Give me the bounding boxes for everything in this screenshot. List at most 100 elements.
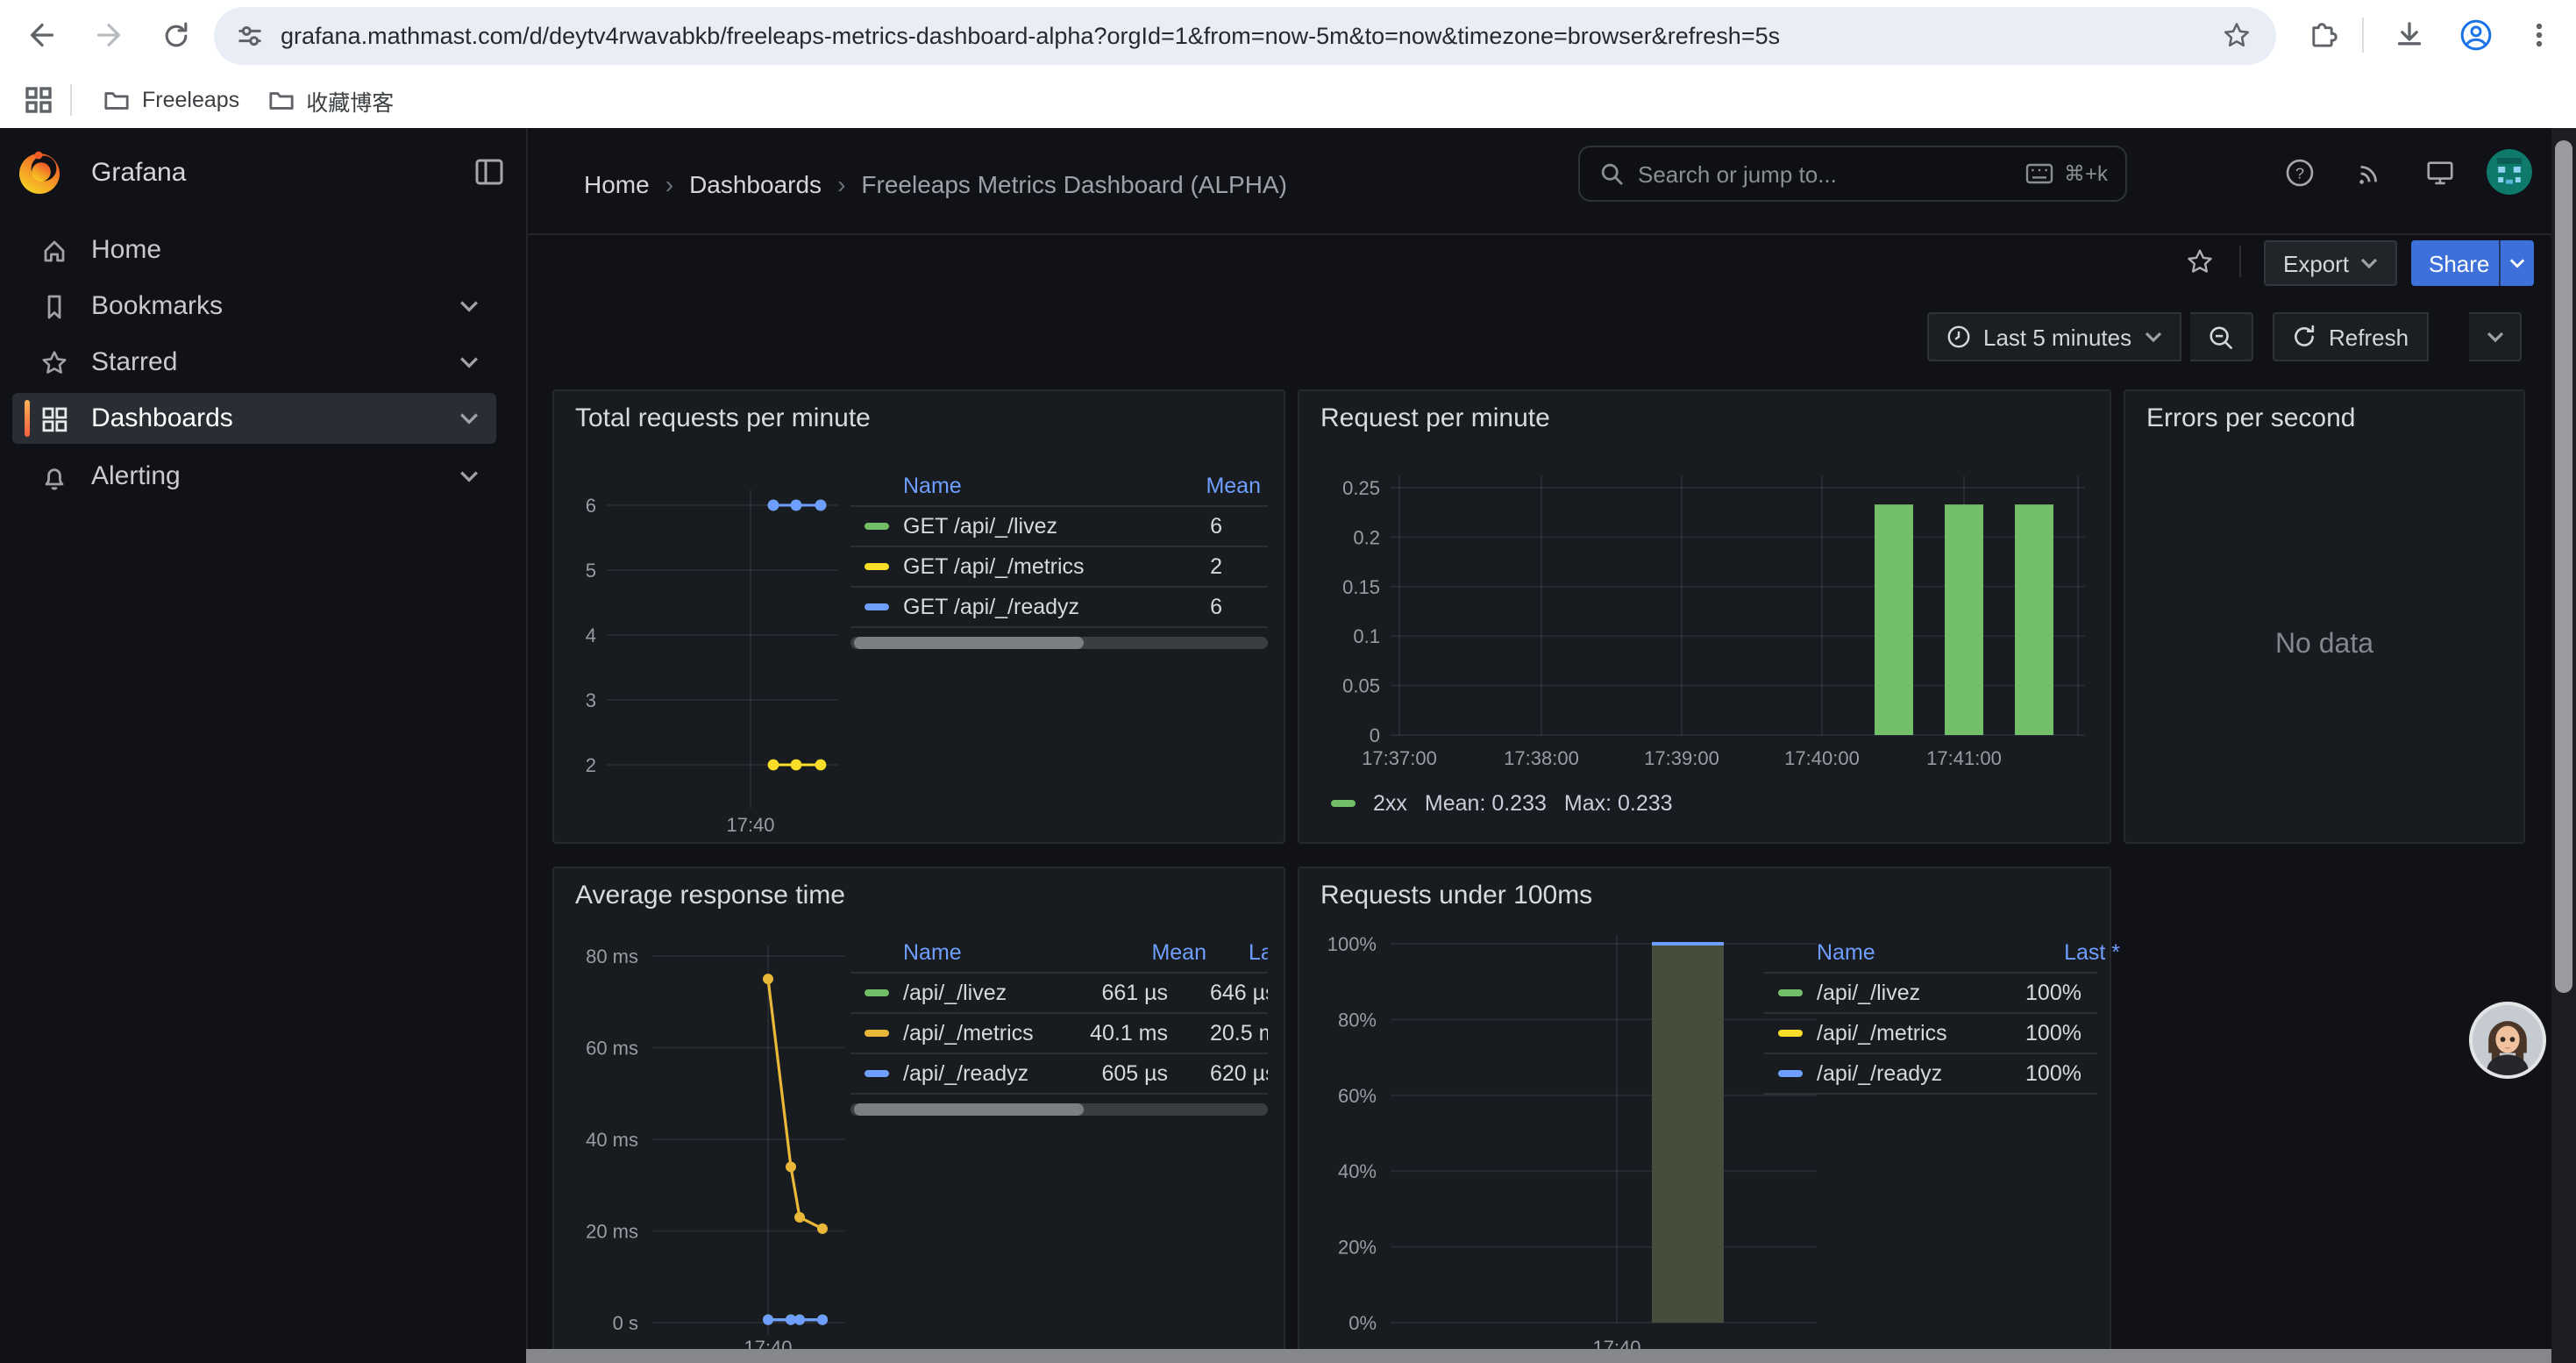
downloads-button[interactable] — [2385, 11, 2434, 60]
legend-scrollbar[interactable] — [850, 1103, 1268, 1116]
bookmark-star-icon[interactable] — [2222, 21, 2252, 51]
browser-menu-button[interactable] — [2515, 11, 2564, 60]
bookmark-folder-blog[interactable]: 收藏博客 — [253, 76, 408, 124]
legend-series-name[interactable]: 2xx — [1373, 791, 1407, 816]
sidebar-item-starred[interactable]: Starred — [12, 337, 496, 388]
legend-col-header[interactable]: Name — [1778, 939, 2010, 964]
legend-row[interactable]: /api/_/metrics100% — [1764, 1012, 2097, 1053]
apps-grid-icon[interactable] — [25, 86, 53, 114]
legend-series-name[interactable]: /api/_/livez — [865, 981, 1071, 1005]
bookmark-folder-freeleaps[interactable]: Freeleaps — [89, 80, 253, 120]
legend-swatch[interactable] — [865, 989, 889, 996]
legend-row[interactable]: /api/_/livez100% — [1764, 972, 2097, 1012]
legend-swatch[interactable] — [865, 603, 889, 610]
refresh-button[interactable]: Refresh — [2273, 312, 2428, 361]
legend-swatch[interactable] — [1778, 1070, 1803, 1077]
page-scrollbar-thumb[interactable] — [2555, 140, 2572, 993]
legend-swatch[interactable] — [865, 563, 889, 570]
help-button[interactable]: ? — [2285, 158, 2315, 188]
keyboard-icon — [2025, 163, 2053, 184]
panel-title[interactable]: Errors per second — [2146, 403, 2355, 433]
legend-swatch[interactable] — [865, 1030, 889, 1037]
panel-request-per-minute[interactable]: Request per minute 0.250.20.150.10.05017… — [1298, 389, 2111, 844]
refresh-interval-button[interactable] — [2469, 312, 2522, 361]
sidebar-item-alerting[interactable]: Alerting — [12, 451, 496, 502]
search-input[interactable]: Search or jump to... ⌘+k — [1578, 146, 2127, 202]
chevron-down-icon[interactable] — [459, 356, 479, 368]
user-avatar[interactable] — [2487, 149, 2532, 195]
chevron-down-icon[interactable] — [459, 300, 479, 312]
profile-button[interactable] — [2451, 11, 2501, 60]
bell-icon — [40, 462, 68, 490]
grafana-brand[interactable]: Grafana — [91, 158, 186, 188]
legend-series-name[interactable]: /api/_/metrics — [1778, 1021, 1971, 1045]
zoom-out-time-button[interactable] — [2190, 312, 2253, 361]
legend-row[interactable]: /api/_/livez661 µs646 µs — [850, 972, 1268, 1012]
legend-row[interactable]: GET /api/_/livez6 — [850, 505, 1268, 546]
assistant-avatar[interactable] — [2469, 1002, 2546, 1079]
chevron-down-icon[interactable] — [459, 412, 479, 425]
reload-button[interactable] — [151, 11, 200, 60]
rss-icon — [2355, 158, 2385, 188]
legend-row[interactable]: GET /api/_/readyz6 — [850, 586, 1268, 626]
address-bar[interactable]: grafana.mathmast.com/d/deytv4rwavabkb/fr… — [214, 7, 2276, 65]
refresh-label: Refresh — [2329, 324, 2409, 350]
sidebar-item-dashboards[interactable]: Dashboards — [12, 393, 496, 444]
legend-swatch[interactable] — [1778, 1030, 1803, 1037]
legend-series-name[interactable]: GET /api/_/livez — [865, 514, 1110, 539]
sidebar-item-bookmarks[interactable]: Bookmarks — [12, 281, 496, 332]
back-button[interactable] — [18, 11, 67, 60]
display-button[interactable] — [2425, 158, 2455, 188]
search-placeholder: Search or jump to... — [1638, 161, 2025, 187]
sidebar-item-home[interactable]: Home — [12, 225, 496, 275]
legend-col-header[interactable]: Mean — [1110, 939, 1206, 964]
legend-series-name[interactable]: /api/_/metrics — [865, 1021, 1071, 1045]
sidebar-toggle-button[interactable] — [473, 156, 505, 188]
panel-total-requests-per-minute[interactable]: Total requests per minute 6543217:40 Nam… — [552, 389, 1285, 844]
legend-col-header[interactable]: Name — [865, 939, 1110, 964]
legend-swatch[interactable] — [1778, 989, 1803, 996]
breadcrumb-home[interactable]: Home — [584, 170, 650, 198]
chart-request-per-minute[interactable]: 0.250.20.150.10.05017:37:0017:38:0017:39… — [1299, 391, 2113, 846]
legend-scrollbar-thumb[interactable] — [854, 1103, 1084, 1116]
chevron-down-icon[interactable] — [459, 470, 479, 482]
legend-row[interactable]: /api/_/readyz100% — [1764, 1053, 2097, 1093]
panel-requests-under-100ms[interactable]: Requests under 100ms 100%80%60%40%20%0%1… — [1298, 867, 2111, 1363]
export-button[interactable]: Export — [2264, 240, 2396, 286]
share-button[interactable]: Share — [2411, 240, 2507, 286]
url-text[interactable]: grafana.mathmast.com/d/deytv4rwavabkb/fr… — [281, 23, 2204, 49]
legend-series-name[interactable]: GET /api/_/metrics — [865, 554, 1110, 579]
extensions-button[interactable] — [2297, 11, 2346, 60]
bookmark-icon — [40, 292, 68, 320]
favorite-dashboard-button[interactable] — [2185, 247, 2215, 277]
forward-icon — [93, 19, 125, 51]
panel-average-response-time[interactable]: Average response time 80 ms60 ms40 ms20 … — [552, 867, 1285, 1363]
legend-scrollbar-thumb[interactable] — [854, 637, 1084, 649]
legend-row[interactable]: GET /api/_/metrics2 — [850, 546, 1268, 586]
site-settings-icon[interactable] — [237, 23, 263, 49]
legend-swatch[interactable] — [865, 523, 889, 530]
legend-row[interactable]: /api/_/metrics40.1 ms20.5 ms — [850, 1012, 1268, 1053]
share-menu-button[interactable] — [2499, 240, 2534, 286]
legend-col-header[interactable]: Last * — [2010, 939, 2120, 964]
legend-series-name[interactable]: /api/_/readyz — [1778, 1061, 1971, 1086]
forward-button[interactable] — [84, 11, 133, 60]
horizontal-scrollbar[interactable] — [526, 1349, 2551, 1363]
legend-series-name[interactable]: /api/_/livez — [1778, 981, 1971, 1005]
legend-row[interactable]: /api/_/readyz605 µs620 µs — [850, 1053, 1268, 1093]
panel-errors-per-second[interactable]: Errors per second No data — [2124, 389, 2525, 844]
svg-text:60 ms: 60 ms — [586, 1038, 638, 1060]
news-button[interactable] — [2355, 158, 2385, 188]
download-icon — [2394, 19, 2425, 51]
legend-swatch[interactable] — [865, 1070, 889, 1077]
legend-col-header[interactable]: Name — [865, 473, 1149, 497]
legend-series-name[interactable]: GET /api/_/readyz — [865, 595, 1110, 619]
legend-col-header[interactable]: Last * — [1249, 939, 1268, 964]
breadcrumb-dashboards[interactable]: Dashboards — [689, 170, 822, 198]
time-range-picker[interactable]: Last 5 minutes — [1927, 312, 2181, 361]
grafana-logo[interactable] — [16, 149, 63, 196]
legend-line[interactable]: 2xx Mean: 0.233 Max: 0.233 — [1331, 791, 1673, 816]
legend-scrollbar[interactable] — [850, 637, 1268, 649]
legend-col-header[interactable]: Mean — [1149, 473, 1261, 497]
legend-series-name[interactable]: /api/_/readyz — [865, 1061, 1071, 1086]
